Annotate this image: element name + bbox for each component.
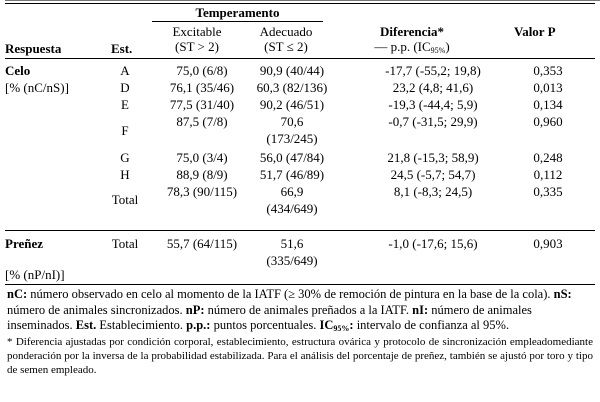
table-row-F-est: F	[121, 123, 129, 138]
table-row-H-p: 0,112	[533, 167, 563, 182]
table-row-F-diferencia: -0,7 (-31,5; 29,9)	[388, 114, 478, 129]
table-row-total-excitable: 78,3 (90/115)	[166, 184, 238, 199]
table-row-A-p: 0,353	[533, 63, 563, 78]
excitable-header: Excitable (ST > 2)	[172, 24, 222, 54]
table-row-D-excitable: 76,1 (35/46)	[169, 80, 235, 95]
table-row-H-est: H	[120, 167, 130, 182]
footnote: * Diferencia ajustadas por condición cor…	[7, 335, 593, 376]
section-rule	[5, 230, 595, 231]
header-rule	[5, 58, 595, 59]
table-row-E-adecuado: 90,2 (46/51)	[259, 97, 325, 112]
table-row-total-diferencia: 8,1 (-8,3; 24,5)	[393, 184, 473, 199]
table-row-H-excitable: 88,9 (8/9)	[176, 167, 228, 182]
respuesta-header: Respuesta	[5, 41, 62, 56]
table-row-A-excitable: 75,0 (6/8)	[176, 63, 228, 78]
table-row-A-adecuado: 90,9 (40/44)	[259, 63, 325, 78]
table-row-D-adecuado: 60,3 (82/136)	[256, 80, 328, 95]
table-row-E-est: E	[121, 97, 129, 112]
table-row-H-adecuado: 51,7 (46/89)	[259, 167, 325, 182]
abbreviations-note: nC: número observado en celo al momento …	[7, 287, 572, 333]
prenez-est: Total	[111, 236, 139, 251]
valor-p-header: Valor P	[514, 24, 556, 39]
adecuado-header: Adecuado (ST ≤ 2)	[259, 24, 313, 54]
table-row-F-p: 0,960	[533, 114, 563, 129]
temperamento-header: Temperamento	[195, 5, 280, 20]
diferencia-header: Diferencia* — p.p. (IC95%)	[374, 24, 450, 55]
top-rule	[5, 3, 595, 4]
celo-unit: [% (nC/nS)]	[5, 80, 69, 95]
table-notes: nC: número observado en celo al momento …	[7, 287, 593, 377]
prenez-diferencia: -1,0 (-17,6; 15,6)	[388, 236, 478, 251]
table-row-D-est: D	[120, 80, 130, 95]
table-row-G-diferencia: 21,8 (-15,3; 58,9)	[387, 150, 479, 165]
prenez-p: 0,903	[533, 236, 563, 251]
table-row-D-p: 0,013	[533, 80, 563, 95]
prenez-excitable: 55,7 (64/115)	[166, 236, 238, 251]
temperamento-underline	[152, 21, 323, 22]
prenez-unit: [% (nP/nI)]	[5, 267, 65, 282]
table-row-E-diferencia: -19,3 (-44,4; 5,9)	[388, 97, 478, 112]
table-row-A-est: A	[120, 63, 130, 78]
table-row-G-adecuado: 56,0 (47/84)	[259, 150, 325, 165]
table-row-G-est: G	[120, 150, 130, 165]
table-row-E-excitable: 77,5 (31/40)	[169, 97, 235, 112]
table-row-A-diferencia: -17,7 (-55,2; 19,8)	[385, 63, 481, 78]
table-row-total-p: 0,335	[533, 184, 563, 199]
table-row-D-diferencia: 23,2 (4,8; 41,6)	[392, 80, 474, 95]
prenez-label: Preñez	[5, 236, 44, 251]
prenez-adecuado: 51,6 (335/649)	[266, 236, 318, 268]
notes-rule	[5, 284, 595, 285]
table-row-F-excitable: 87,5 (7/8)	[176, 114, 228, 129]
table-row-E-p: 0,134	[533, 97, 563, 112]
table-row-H-diferencia: 24,5 (-5,7; 54,7)	[390, 167, 476, 182]
celo-label: Celo	[5, 63, 31, 78]
table-row-G-p: 0,248	[533, 150, 563, 165]
table-row-total-est: Total	[111, 192, 139, 207]
table-row-G-excitable: 75,0 (3/4)	[176, 150, 228, 165]
est-header: Est.	[111, 41, 133, 56]
crop-edge	[0, 0, 600, 2]
table-row-total-adecuado: 66,9 (434/649)	[266, 184, 318, 216]
table-row-F-adecuado: 70,6 (173/245)	[266, 114, 318, 146]
